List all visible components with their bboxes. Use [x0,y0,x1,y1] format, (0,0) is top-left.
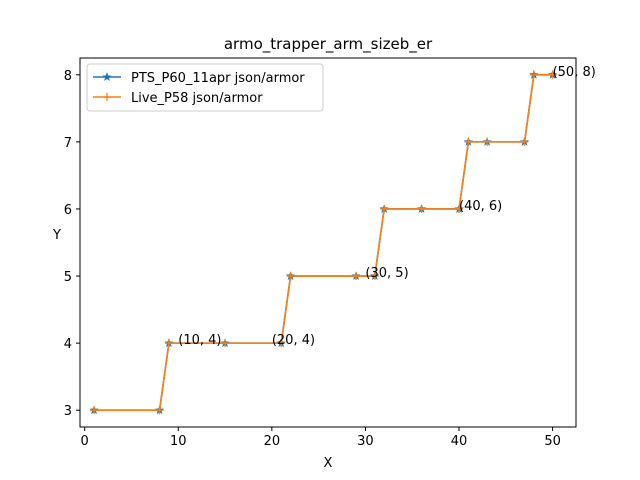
legend: PTS_P60_11apr json/armor Live_P58 json/ar… [86,63,324,112]
legend-box [86,63,324,112]
legend-entry: PTS_P60_11apr json/armor [131,71,305,86]
point-annotations: (10, 4) (20, 4) (30, 5) (40, 6) (50, 8) [178,65,596,348]
data-point [221,339,230,348]
legend-marker [103,93,111,101]
plot-area [89,69,558,415]
y-tick-label: 5 [64,270,72,285]
point-annotation: (20, 4) [272,333,315,348]
series-2 [90,70,557,415]
data-point [548,70,557,79]
y-tick-label: 7 [64,136,72,151]
data-point [529,70,538,79]
y-axis-label: Y [52,228,61,243]
x-tick-label: 50 [544,434,561,449]
data-point [455,204,464,213]
y-axis: 3 4 5 6 7 8 [64,69,80,419]
y-tick-label: 4 [64,337,72,352]
legend-marker [102,72,112,81]
point-annotation: (50, 8) [553,65,596,80]
data-point [483,137,492,146]
legend-entry: Live_P58 json/armor [131,91,263,106]
y-tick-label: 6 [64,203,72,218]
x-tick-label: 30 [357,434,374,449]
data-point [520,137,529,146]
x-tick-label: 10 [170,434,187,449]
data-point [277,339,286,348]
data-point [380,204,389,213]
point-annotation: (40, 6) [459,199,502,214]
chart-title: armo_trapper_arm_sizeb_er [224,35,433,54]
y-tick-label: 3 [64,404,72,419]
data-point [155,406,164,415]
point-annotation: (30, 5) [365,266,408,281]
x-tick-label: 20 [264,434,281,449]
data-point [352,272,361,281]
point-annotation: (10, 4) [178,333,221,348]
x-tick-label: 0 [81,434,89,449]
y-tick-label: 8 [64,69,72,84]
data-point [370,272,379,281]
data-point [417,204,426,213]
data-point [164,339,173,348]
data-point [90,406,99,415]
x-tick-label: 40 [451,434,468,449]
data-point [464,137,473,146]
x-axis-label: X [324,456,333,471]
series-line [94,73,553,412]
x-axis: 0 10 20 30 40 50 [81,427,561,449]
axes-frame [79,57,577,428]
data-point [286,272,295,281]
